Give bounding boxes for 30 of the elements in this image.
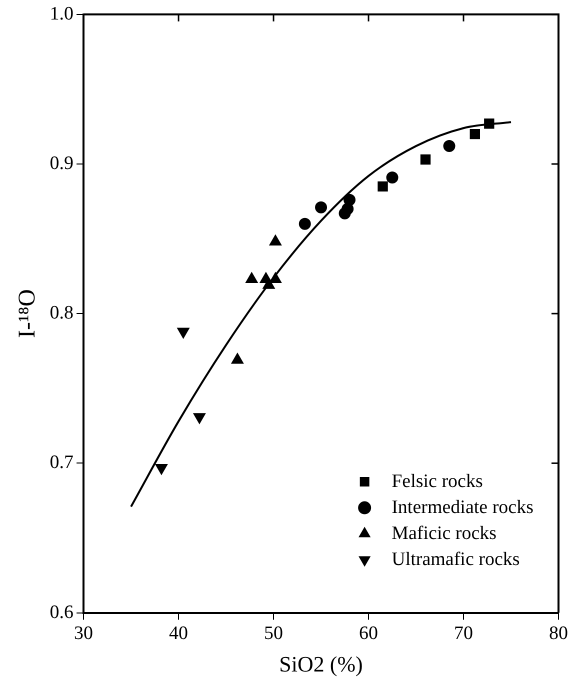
x-tick-label: 60 <box>359 623 378 644</box>
point <box>269 234 282 246</box>
point <box>315 201 328 214</box>
x-tick-label: 70 <box>454 623 474 644</box>
point <box>484 118 494 129</box>
legend-label: Ultramafic rocks <box>392 548 520 570</box>
point <box>420 154 431 165</box>
point <box>470 128 480 140</box>
x-tick-label: 40 <box>169 623 188 644</box>
x-tick-label: 30 <box>74 623 94 644</box>
y-tick-label: 1.0 <box>50 3 74 24</box>
x-tick-label: 50 <box>264 623 284 644</box>
y-axis-title: I-¹⁸O <box>14 289 41 338</box>
point <box>246 272 258 283</box>
point <box>298 218 311 230</box>
point <box>269 272 282 283</box>
x-axis-title: SiO2 (%) <box>279 652 363 677</box>
y-tick-label: 0.6 <box>50 602 74 623</box>
y-tick-label: 0.7 <box>50 452 74 474</box>
point <box>443 140 456 152</box>
y-tick-label: 0.8 <box>50 302 74 324</box>
legend-label: Felsic rocks <box>392 470 483 492</box>
y-tick-label: 0.9 <box>50 152 74 174</box>
x-tick-label: 80 <box>549 623 568 644</box>
legend-label: Maficic rocks <box>392 522 497 544</box>
point <box>378 181 388 192</box>
point <box>386 171 398 184</box>
point <box>344 194 356 206</box>
legend-label: Intermediate rocks <box>392 496 534 518</box>
point <box>231 352 244 364</box>
